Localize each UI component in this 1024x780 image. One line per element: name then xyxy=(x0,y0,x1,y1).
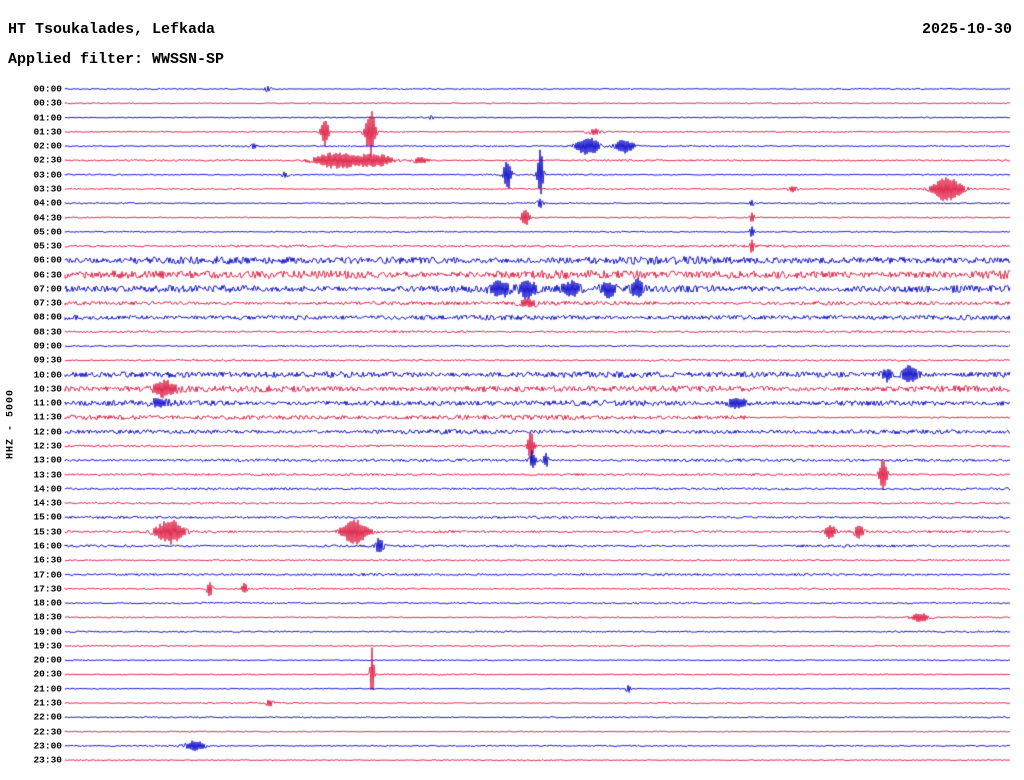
channel-scale-label: HHZ - 5000 xyxy=(5,388,17,460)
time-label: 00:00 xyxy=(33,83,62,95)
station-title: HT Tsoukalades, Lefkada xyxy=(8,21,216,38)
time-label: 05:00 xyxy=(33,226,62,238)
time-label: 20:00 xyxy=(33,654,62,666)
time-label: 03:00 xyxy=(33,168,62,180)
time-label: 02:00 xyxy=(33,140,62,152)
time-label: 14:00 xyxy=(33,483,62,495)
time-label: 15:30 xyxy=(33,525,62,537)
time-label: 09:00 xyxy=(33,340,62,352)
time-label: 05:30 xyxy=(33,240,62,252)
time-label: 16:00 xyxy=(33,540,62,552)
time-label: 11:30 xyxy=(33,411,62,423)
time-label: 18:30 xyxy=(33,611,62,623)
time-label: 22:30 xyxy=(33,725,62,737)
time-label: 20:30 xyxy=(33,668,62,680)
time-label: 00:30 xyxy=(33,97,62,109)
time-label: 10:30 xyxy=(33,383,62,395)
time-label: 21:30 xyxy=(33,697,62,709)
time-label: 15:00 xyxy=(33,511,62,523)
time-label: 01:00 xyxy=(33,111,62,123)
time-label: 06:30 xyxy=(33,268,62,280)
time-label: 01:30 xyxy=(33,126,62,138)
time-label: 23:00 xyxy=(33,740,62,752)
applied-filter-label: Applied filter: WWSSN-SP xyxy=(8,51,225,68)
time-label: 23:30 xyxy=(33,754,62,766)
record-date: 2025-10-30 xyxy=(921,21,1012,38)
time-label: 19:00 xyxy=(33,625,62,637)
time-label: 10:00 xyxy=(33,368,62,380)
time-label: 14:30 xyxy=(33,497,62,509)
time-label: 13:00 xyxy=(33,454,62,466)
time-label: 22:00 xyxy=(33,711,62,723)
time-label: 09:30 xyxy=(33,354,62,366)
time-label: 13:30 xyxy=(33,468,62,480)
time-label: 17:30 xyxy=(33,583,62,595)
time-label: 08:30 xyxy=(33,326,62,337)
time-label: 19:30 xyxy=(33,640,62,652)
time-label: 21:00 xyxy=(33,683,62,694)
time-label: 12:30 xyxy=(33,440,62,452)
time-label: 17:00 xyxy=(33,568,62,580)
time-label: 04:00 xyxy=(33,197,62,209)
time-label: 12:00 xyxy=(33,425,62,437)
time-label: 18:00 xyxy=(33,597,62,609)
time-label: 04:30 xyxy=(33,211,62,223)
time-label: 07:30 xyxy=(33,297,62,309)
time-label: 16:30 xyxy=(33,554,62,566)
time-label: 11:00 xyxy=(33,397,62,409)
time-label: 03:30 xyxy=(33,183,62,195)
time-label: 07:00 xyxy=(33,283,62,295)
time-label: 06:00 xyxy=(33,254,62,266)
time-label: 08:00 xyxy=(33,311,62,323)
time-label: 02:30 xyxy=(33,154,62,166)
